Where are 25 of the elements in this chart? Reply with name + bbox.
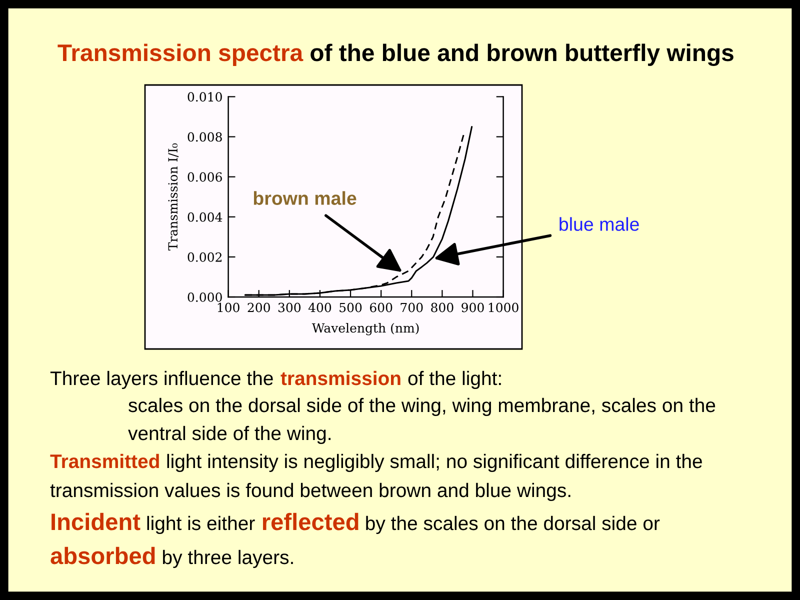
text: scales on the dorsal side of the wing, wing membrane, scales on the ventral side of the wing. xyxy=(128,398,716,444)
text: Transmitted light intensity is negligibly small; no significant difference in the transmission values is found between brown and blue wings. xyxy=(50,454,702,502)
annotation: brown male xyxy=(254,191,356,205)
y-tick-label: 0.008 xyxy=(188,132,222,142)
y-axis-title: Transmission I/I₀ xyxy=(168,143,179,251)
y-tick-label: 0.004 xyxy=(188,212,222,222)
y-tick-label: 0.006 xyxy=(188,172,222,182)
y-tick-label: 0.000 xyxy=(188,292,222,302)
x-tick-label: 800 xyxy=(431,302,454,312)
x-tick-label: 500 xyxy=(340,302,362,312)
x-tick-label: 900 xyxy=(462,302,484,312)
x-tick-label: 600 xyxy=(370,302,392,312)
text: Three layers influence the transmission of the light: xyxy=(50,370,501,390)
chart-title: Transmission spectra of the blue and brown butterfly wings xyxy=(58,44,734,66)
x-tick-label: 100 xyxy=(218,302,240,312)
y-tick-label: 0.002 xyxy=(188,252,222,262)
x-tick-label: 200 xyxy=(248,302,270,312)
x-tick-label: 700 xyxy=(400,302,423,312)
x-tick-label: 400 xyxy=(308,302,332,312)
x-tick-label: 300 xyxy=(278,302,301,312)
annotation: blue male xyxy=(560,217,639,231)
y-tick-label: 0.010 xyxy=(188,92,222,102)
x-tick-label: 1000 xyxy=(488,302,518,312)
text: Incident light is either reflected by the scales on the dorsal side or absorbed by three layers. xyxy=(50,512,660,568)
x-axis-title: Wavelength (nm) xyxy=(312,322,419,336)
